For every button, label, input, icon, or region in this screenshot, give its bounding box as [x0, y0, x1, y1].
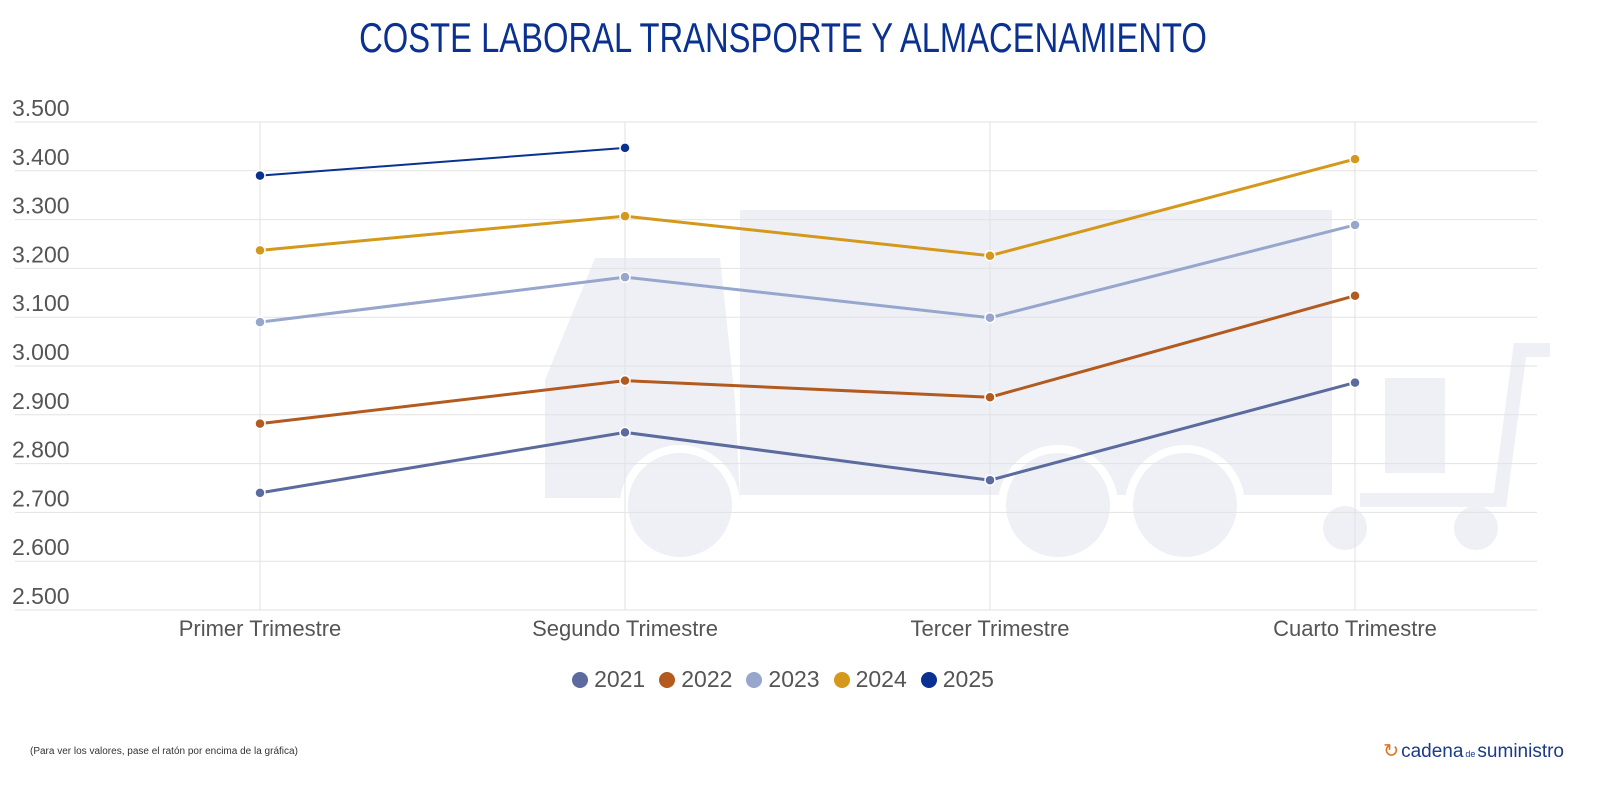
x-tick-label: Segundo Trimestre: [532, 616, 718, 641]
y-tick-label: 3.400: [12, 144, 70, 170]
y-tick-label: 2.800: [12, 437, 70, 463]
x-tick-label: Primer Trimestre: [179, 616, 342, 641]
legend-dot-icon: [920, 671, 937, 688]
series-line-2025[interactable]: [259, 146, 626, 177]
y-tick-label: 3.000: [12, 339, 70, 365]
brand-logo[interactable]: ↻ cadena de suministro: [1383, 740, 1564, 763]
data-point-2022[interactable]: [254, 417, 266, 430]
hover-note: (Para ver los valores, pase el ratón por…: [30, 746, 298, 757]
legend-item-2023[interactable]: 2023: [746, 666, 820, 693]
data-point-2022[interactable]: [1349, 289, 1361, 302]
x-tick-label: Cuarto Trimestre: [1273, 616, 1437, 641]
chart-title: COSTE LABORAL TRANSPORTE Y ALMACENAMIENT…: [359, 14, 1207, 61]
y-tick-label: 2.500: [12, 583, 70, 609]
data-point-2024[interactable]: [254, 244, 266, 257]
data-point-2021[interactable]: [1349, 376, 1361, 389]
legend: 2021 2022 2023 2024 2025: [0, 666, 1566, 693]
data-point-2022[interactable]: [619, 374, 631, 387]
data-point-2024[interactable]: [619, 210, 631, 222]
legend-item-2024[interactable]: 2024: [833, 666, 907, 693]
refresh-logo-icon: ↻: [1383, 741, 1400, 762]
series-line-2022[interactable]: [259, 294, 1356, 426]
y-tick-label: 3.300: [12, 193, 70, 219]
logo-text-end: suministro: [1477, 741, 1564, 762]
data-point-2025[interactable]: [254, 169, 266, 182]
legend-label: 2023: [768, 666, 820, 692]
logo-text: cadena: [1401, 741, 1464, 762]
data-point-2024[interactable]: [1349, 153, 1361, 165]
legend-item-2021[interactable]: 2021: [572, 666, 645, 693]
x-tick-label: Tercer Trimestre: [911, 616, 1070, 641]
y-tick-label: 2.700: [12, 485, 70, 511]
y-tick-label: 2.600: [12, 534, 70, 560]
legend-item-2022[interactable]: 2022: [659, 666, 732, 693]
y-tick-label: 3.500: [12, 95, 70, 121]
series-line-2021[interactable]: [259, 381, 1356, 495]
data-point-2025[interactable]: [619, 142, 631, 154]
data-point-2023[interactable]: [1349, 219, 1361, 231]
legend-label: 2021: [594, 666, 646, 692]
legend-label: 2024: [855, 666, 907, 692]
series-line-2024[interactable]: [259, 157, 1356, 258]
data-point-2023[interactable]: [254, 316, 266, 328]
legend-dot-icon: [659, 671, 676, 688]
legend-dot-icon: [833, 671, 850, 688]
legend-dot-icon: [746, 671, 763, 688]
legend-label: 2025: [942, 666, 994, 692]
data-point-2023[interactable]: [619, 271, 631, 283]
legend-label: 2022: [681, 666, 733, 692]
y-tick-label: 2.900: [12, 388, 70, 414]
y-tick-label: 3.200: [12, 241, 70, 267]
data-point-2024[interactable]: [984, 249, 996, 262]
data-point-2023[interactable]: [984, 311, 996, 324]
legend-dot-icon: [572, 671, 589, 688]
y-tick-label: 3.100: [12, 290, 70, 316]
truck-watermark-icon: [545, 210, 1550, 565]
logo-text-de: de: [1465, 749, 1476, 759]
data-point-2021[interactable]: [254, 487, 266, 499]
legend-item-2025[interactable]: 2025: [920, 666, 994, 693]
series-line-2023[interactable]: [259, 223, 1356, 324]
data-point-2022[interactable]: [984, 391, 996, 403]
data-point-2021[interactable]: [619, 426, 631, 439]
data-point-2021[interactable]: [984, 474, 996, 486]
